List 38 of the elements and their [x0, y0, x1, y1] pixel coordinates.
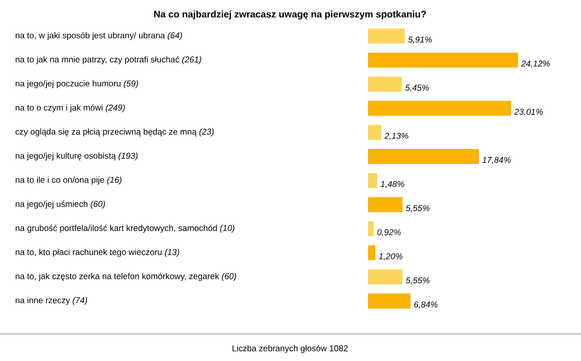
data-label: 2,13%	[384, 132, 408, 140]
data-label: 1,20%	[378, 253, 402, 260]
y-tick-label: na inne rzeczy (74)	[16, 297, 87, 305]
bar	[368, 148, 479, 164]
data-label: 0,92%	[377, 229, 401, 236]
y-tick-label: na jego/jej kulturę osobistą (193)	[16, 152, 138, 160]
bar	[368, 100, 512, 116]
data-label: 24,12%	[521, 60, 550, 68]
bar	[368, 28, 405, 44]
bar	[368, 269, 403, 284]
data-label: 5,91%	[408, 36, 432, 44]
bar	[368, 124, 382, 140]
y-tick-label: na jego/jej uśmiech (60)	[16, 200, 105, 209]
y-tick-label: na jego/jej poczucie humoru (59)	[16, 80, 138, 88]
y-tick-label: na to ile i co on/ona pije (16)	[16, 176, 122, 185]
text: Na co najbardziej zwracasz uwagę na pierwszym spotkaniu?	[154, 10, 426, 20]
bar	[368, 221, 374, 236]
data-label: 23,01%	[514, 108, 543, 116]
y-tick-label: na to, w jaki sposób jest ubrany/ ubrana (64)	[16, 32, 182, 40]
data-label: 5,55%	[406, 205, 430, 212]
data-label: 5,55%	[406, 277, 430, 284]
y-tick-label: na grubość portfela/ilość kart kredytowych, samochód (10)	[16, 224, 234, 233]
bar	[368, 293, 411, 308]
bar	[368, 197, 403, 212]
bar	[368, 173, 378, 188]
y-tick-label: czy ogląda się za płcią przeciwną będąc ze mną (23)	[16, 128, 214, 136]
bar	[368, 52, 518, 68]
bar	[368, 245, 376, 260]
data-label: 1,48%	[380, 181, 404, 188]
y-tick-label: na to, kto płaci rachunek tego wieczoru (13)	[16, 248, 180, 257]
data-label: 5,45%	[405, 84, 429, 92]
y-tick-label: na to jak na mnie patrzy, czy potrafi słuchać (261)	[16, 56, 202, 64]
y-tick-label: na to, jak często zerka na telefon komórkowy, zegarek (60)	[16, 272, 236, 281]
text: Liczba zebranych głosów 1082	[232, 344, 348, 354]
bar	[368, 76, 402, 92]
data-label: 17,84%	[482, 156, 511, 164]
data-label: 6,84%	[414, 301, 438, 308]
y-tick-label: na to o czym i jak mówi (249)	[16, 104, 125, 112]
